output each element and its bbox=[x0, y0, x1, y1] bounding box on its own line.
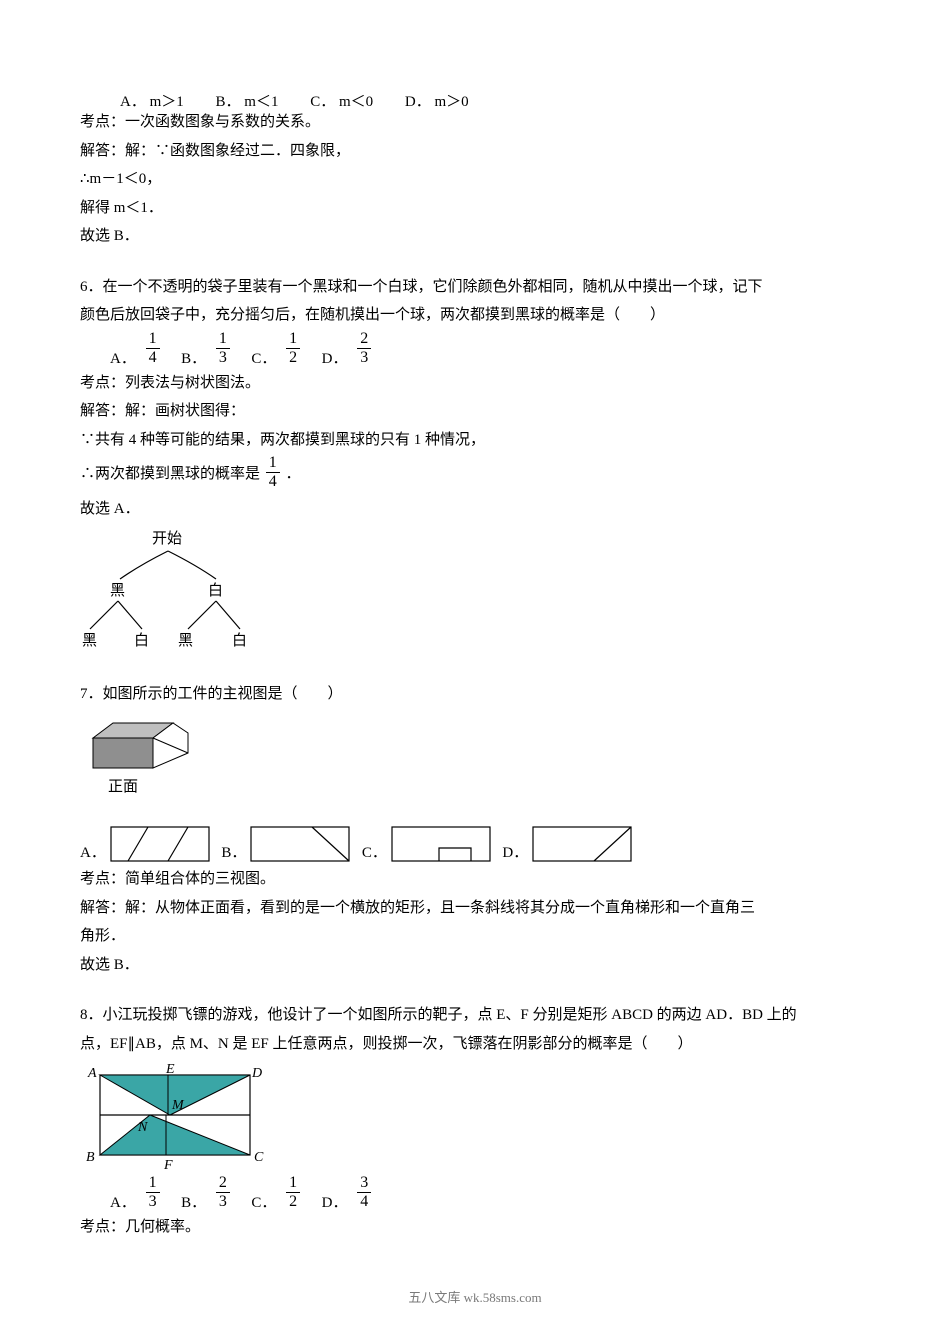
q6-opt-a: A． bbox=[110, 347, 136, 368]
q6-ans-2: ∵共有 4 种等可能的结果，两次都摸到黑球的只有 1 种情况， bbox=[80, 429, 870, 452]
fraction-num: 2 bbox=[216, 1175, 230, 1193]
fraction-den: 4 bbox=[266, 473, 280, 490]
svg-text:F: F bbox=[163, 1158, 173, 1171]
q8-opt-a: A． bbox=[110, 1191, 136, 1212]
q8-opt-d: D． bbox=[322, 1191, 348, 1212]
svg-text:E: E bbox=[165, 1062, 175, 1077]
fraction-den: 3 bbox=[357, 349, 371, 366]
fraction: 3 4 bbox=[357, 1175, 371, 1210]
q8-figure: A E D B F C M N bbox=[80, 1061, 870, 1171]
svg-text:黑: 黑 bbox=[178, 633, 193, 649]
q7-kaodian: 考点：简单组合体的三视图。 bbox=[80, 868, 870, 891]
fraction-den: 4 bbox=[357, 1193, 371, 1210]
q7-ans-1: 解答：解：从物体正面看，看到的是一个横放的矩形，且一条斜线将其分成一个直角梯形和… bbox=[80, 897, 870, 920]
q8-stem-1: 8．小江玩投掷飞镖的游戏，他设计了一个如图所示的靶子，点 E、F 分别是矩形 A… bbox=[80, 1004, 870, 1027]
fraction-num: 1 bbox=[266, 455, 280, 473]
svg-text:D: D bbox=[251, 1066, 262, 1081]
q7-opt-b-fig bbox=[250, 826, 350, 862]
fraction-num: 1 bbox=[146, 1175, 160, 1193]
front-label: 正面 bbox=[108, 779, 138, 795]
q8-opt-b: B． bbox=[181, 1191, 206, 1212]
fraction-num: 1 bbox=[286, 331, 300, 349]
fraction-den: 2 bbox=[286, 349, 300, 366]
fraction: 1 3 bbox=[146, 1175, 160, 1210]
svg-text:A: A bbox=[87, 1066, 97, 1081]
svg-text:白: 白 bbox=[208, 582, 223, 599]
svg-text:N: N bbox=[137, 1120, 148, 1135]
q7-opt-c: C． bbox=[362, 845, 387, 861]
svg-text:黑: 黑 bbox=[82, 633, 97, 649]
fraction: 1 2 bbox=[286, 1175, 300, 1210]
fraction-num: 1 bbox=[286, 1175, 300, 1193]
fraction-num: 1 bbox=[146, 331, 160, 349]
svg-text:白: 白 bbox=[232, 632, 247, 649]
q6-tree-diagram: 开始 黑 白 黑 白 黑 白 bbox=[80, 527, 870, 657]
fraction-den: 3 bbox=[146, 1193, 160, 1210]
q7-opt-a-fig bbox=[110, 826, 210, 862]
fraction-num: 3 bbox=[357, 1175, 371, 1193]
fraction: 2 3 bbox=[357, 331, 371, 366]
fraction-num: 1 bbox=[216, 331, 230, 349]
q7-ans-3: 故选 B． bbox=[80, 954, 870, 977]
fraction: 1 2 bbox=[286, 331, 300, 366]
page-footer: 五八文库 wk.58sms.com bbox=[0, 1287, 950, 1306]
svg-text:白: 白 bbox=[134, 632, 149, 649]
fraction-den: 4 bbox=[146, 349, 160, 366]
q8-kaodian: 考点：几何概率。 bbox=[80, 1216, 870, 1239]
fraction: 1 3 bbox=[216, 331, 230, 366]
q6-ans-3: ∴两次都摸到黑球的概率是 1 4 ． bbox=[80, 457, 870, 492]
q6-ans-3b: ． bbox=[286, 466, 301, 482]
q6-ans-3a: ∴两次都摸到黑球的概率是 bbox=[80, 466, 260, 482]
q5-ans-2: ∴m－1＜0， bbox=[80, 168, 870, 191]
fraction-den: 3 bbox=[216, 1193, 230, 1210]
q7-stem: 7．如图所示的工件的主视图是（ ） bbox=[80, 683, 870, 706]
q5-opt-d: D． m＞0 bbox=[405, 90, 469, 111]
q6-kaodian: 考点：列表法与树状图法。 bbox=[80, 372, 870, 395]
fraction: 1 4 bbox=[266, 455, 280, 490]
q5-kaodian: 考点：一次函数图象与系数的关系。 bbox=[80, 111, 870, 134]
q7-ans-2: 角形． bbox=[80, 925, 870, 948]
q8-options: A． 1 3 B． 2 3 C． 1 2 D． 3 4 bbox=[80, 1177, 870, 1212]
tree-start-label: 开始 bbox=[152, 530, 182, 547]
q6-opt-b: B． bbox=[181, 347, 206, 368]
svg-text:黑: 黑 bbox=[110, 583, 125, 599]
svg-text:C: C bbox=[254, 1150, 264, 1165]
q6-ans-4: 故选 A． bbox=[80, 498, 870, 521]
q7-opt-b: B． bbox=[221, 845, 246, 861]
fraction-den: 3 bbox=[216, 349, 230, 366]
q6-ans-1: 解答：解：画树状图得： bbox=[80, 400, 870, 423]
q8-stem-2: 点，EF∥AB，点 M、N 是 EF 上任意两点，则投掷一次，飞镖落在阴影部分的… bbox=[80, 1033, 870, 1056]
q7-opt-d: D． bbox=[502, 845, 528, 861]
q6-stem-1: 6．在一个不透明的袋子里装有一个黑球和一个白球，它们除颜色外都相同，随机从中摸出… bbox=[80, 276, 870, 299]
q5-opt-a: A． m＞1 bbox=[120, 90, 184, 111]
q7-opt-c-fig bbox=[391, 826, 491, 862]
svg-text:B: B bbox=[86, 1150, 95, 1165]
q5-opt-c: C． m＜0 bbox=[310, 90, 373, 111]
fraction-den: 2 bbox=[286, 1193, 300, 1210]
q7-3d-figure: 正面 bbox=[88, 713, 870, 808]
q5-ans-4: 故选 B． bbox=[80, 225, 870, 248]
q7-opt-d-fig bbox=[532, 826, 632, 862]
q6-opt-d: D． bbox=[322, 347, 348, 368]
fraction-num: 2 bbox=[357, 331, 371, 349]
q6-stem-2: 颜色后放回袋子中，充分摇匀后，在随机摸出一个球，两次都摸到黑球的概率是（ ） bbox=[80, 304, 870, 327]
q6-options: A． 1 4 B． 1 3 C． 1 2 D． 2 3 bbox=[80, 333, 870, 368]
q8-opt-c: C． bbox=[251, 1191, 276, 1212]
q6-opt-c: C． bbox=[251, 347, 276, 368]
q5-ans-3: 解得 m＜1． bbox=[80, 197, 870, 220]
q7-opt-a: A． bbox=[80, 845, 106, 861]
fraction: 2 3 bbox=[216, 1175, 230, 1210]
fraction: 1 4 bbox=[146, 331, 160, 366]
q5-options: A． m＞1 B． m＜1 C． m＜0 D． m＞0 bbox=[80, 90, 870, 111]
q5-opt-b: B． m＜1 bbox=[216, 90, 279, 111]
svg-text:M: M bbox=[171, 1098, 185, 1113]
q7-options: A． B． C． D． bbox=[80, 826, 870, 862]
q5-ans-1: 解答：解：∵函数图象经过二．四象限， bbox=[80, 140, 870, 163]
